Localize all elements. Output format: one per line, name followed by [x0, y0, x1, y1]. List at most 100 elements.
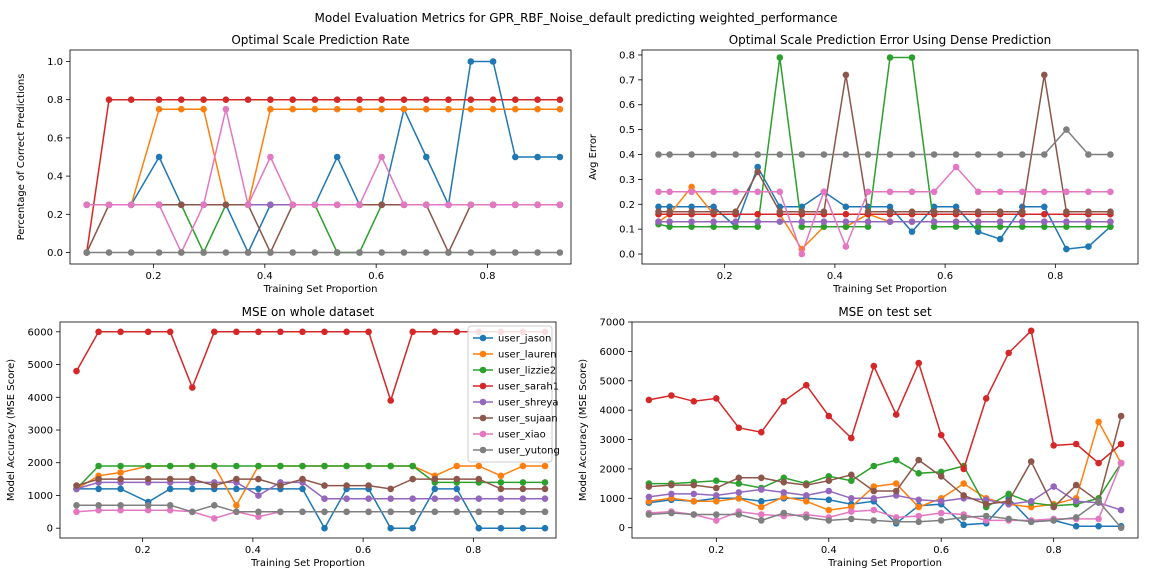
data-point: [996, 235, 1004, 243]
data-point: [117, 475, 124, 483]
data-point: [166, 502, 174, 509]
data-point: [189, 384, 196, 391]
data-point: [556, 105, 564, 113]
legend-label-user_sarah1: user_sarah1: [498, 382, 559, 393]
data-point: [974, 151, 982, 158]
data-point: [321, 508, 328, 516]
data-point: [289, 96, 297, 103]
data-point: [820, 188, 828, 196]
data-point: [431, 495, 439, 503]
data-point: [423, 201, 430, 209]
data-point: [892, 456, 900, 464]
data-point: [453, 475, 461, 483]
data-point: [534, 153, 541, 161]
data-point: [255, 475, 262, 483]
data-point: [820, 223, 828, 230]
data-point: [267, 96, 274, 103]
series-line-user_yutong: [648, 500, 1122, 529]
data-point: [732, 218, 739, 225]
y-tick-label: 3000: [600, 435, 625, 446]
y-axis-label: Percentage of Correct Predictions: [16, 74, 27, 241]
data-point: [117, 469, 124, 476]
y-tick-label: 0.4: [619, 150, 635, 161]
x-tick-label: 0.2: [708, 545, 724, 556]
data-point: [117, 328, 124, 336]
data-point: [378, 96, 386, 103]
data-point: [710, 188, 717, 196]
data-point: [842, 223, 850, 230]
data-point: [489, 249, 497, 256]
data-point: [776, 188, 784, 196]
data-point: [645, 511, 653, 518]
data-point: [321, 482, 328, 489]
data-point: [1041, 223, 1048, 230]
data-point: [1085, 243, 1092, 250]
data-point: [489, 96, 497, 103]
data-point: [645, 396, 653, 404]
data-point: [333, 201, 341, 209]
data-point: [512, 96, 519, 103]
data-point: [222, 249, 230, 256]
y-tick-label: 0.6: [619, 100, 635, 111]
data-point: [974, 223, 982, 230]
data-point: [688, 183, 695, 191]
data-point: [645, 493, 653, 501]
data-point: [467, 249, 475, 256]
data-point: [1072, 514, 1080, 521]
data-point: [758, 498, 765, 505]
data-point: [710, 203, 717, 211]
data-point: [117, 462, 124, 470]
data-point: [798, 151, 806, 158]
data-point: [952, 218, 960, 225]
data-point: [1095, 418, 1102, 426]
data-point: [655, 151, 662, 158]
data-point: [908, 228, 916, 235]
data-point: [431, 485, 439, 493]
data-point: [556, 201, 564, 209]
data-point: [848, 495, 855, 502]
series-user_sarah1: [83, 96, 564, 256]
data-point: [475, 462, 483, 470]
series-user_shreya: [655, 218, 1114, 225]
data-point: [732, 151, 739, 158]
y-tick-label: 5000: [600, 376, 625, 387]
data-point: [333, 249, 341, 256]
data-point: [803, 492, 810, 499]
data-point: [475, 495, 483, 503]
series-user_sujaan: [655, 71, 1114, 215]
data-point: [117, 485, 124, 493]
legend-label-user_sujaan: user_sujaan: [498, 414, 558, 425]
x-tick-label: 0.6: [355, 545, 371, 556]
x-tick-label: 0.8: [465, 545, 481, 556]
data-point: [222, 201, 230, 209]
data-point: [233, 462, 240, 470]
y-tick-label: 6000: [28, 327, 53, 338]
data-point: [735, 495, 743, 502]
data-point: [255, 328, 262, 336]
chart-title: MSE on test set: [838, 305, 932, 319]
data-point: [1095, 522, 1102, 530]
data-point: [1063, 188, 1070, 196]
data-point: [299, 328, 306, 336]
charts-grid: 0.2 0.4 0.6 0.8 0.0 0.2 0.4 0.6 0.8 1.0 Optimal Sc…: [6, 33, 1139, 569]
data-point: [356, 201, 363, 209]
data-point: [710, 223, 717, 230]
data-point: [825, 496, 833, 504]
y-tick-label: 2000: [28, 458, 53, 469]
data-point: [489, 105, 497, 113]
x-axis-label: Training Set Proportion: [263, 284, 378, 295]
data-point: [200, 105, 207, 113]
data-point: [144, 475, 152, 483]
x-tick-label: 0.8: [1046, 545, 1062, 556]
data-point: [870, 517, 878, 524]
data-point: [952, 203, 960, 211]
y-tick-label: 6000: [600, 347, 625, 358]
data-point: [842, 151, 850, 158]
data-point: [780, 478, 788, 486]
data-point: [713, 477, 720, 485]
legend: user_jason user_lauren user_lizzie2 user_sa…: [467, 325, 560, 463]
data-point: [222, 96, 230, 103]
data-point: [798, 250, 806, 258]
data-point: [780, 398, 788, 405]
y-tick-label: 0.1: [619, 225, 635, 236]
